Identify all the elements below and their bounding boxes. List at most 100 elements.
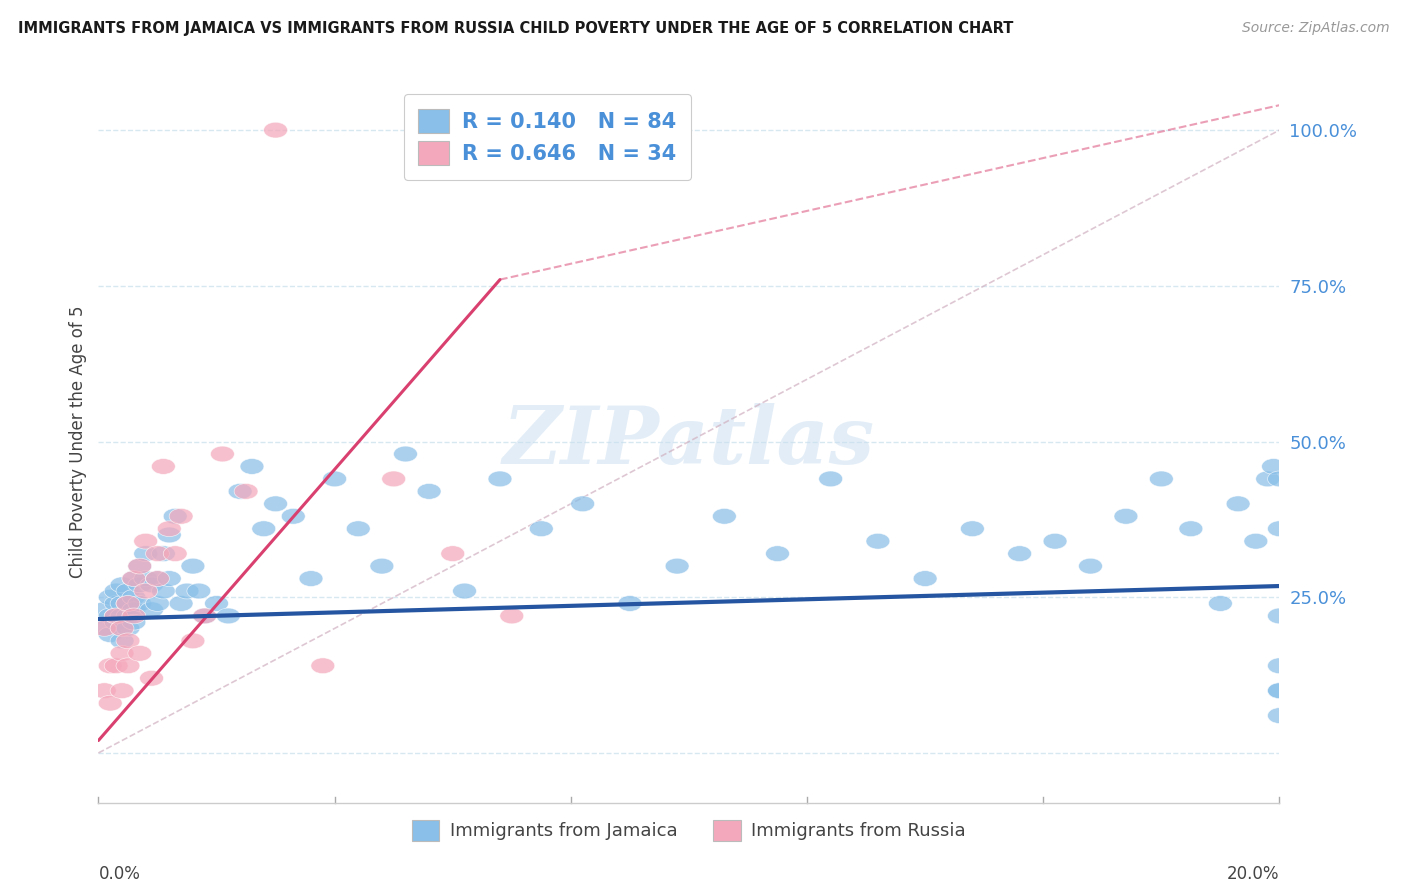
Ellipse shape bbox=[157, 521, 181, 537]
Ellipse shape bbox=[914, 571, 936, 586]
Ellipse shape bbox=[818, 471, 842, 487]
Ellipse shape bbox=[1244, 533, 1268, 549]
Legend: Immigrants from Jamaica, Immigrants from Russia: Immigrants from Jamaica, Immigrants from… bbox=[405, 813, 973, 848]
Ellipse shape bbox=[122, 608, 146, 624]
Ellipse shape bbox=[122, 602, 146, 617]
Ellipse shape bbox=[665, 558, 689, 574]
Ellipse shape bbox=[1268, 682, 1291, 698]
Ellipse shape bbox=[117, 583, 139, 599]
Ellipse shape bbox=[134, 571, 157, 586]
Ellipse shape bbox=[1114, 508, 1137, 524]
Ellipse shape bbox=[1180, 521, 1202, 537]
Ellipse shape bbox=[1268, 608, 1291, 624]
Text: 0.0%: 0.0% bbox=[98, 865, 141, 883]
Ellipse shape bbox=[370, 558, 394, 574]
Ellipse shape bbox=[98, 590, 122, 605]
Ellipse shape bbox=[139, 670, 163, 686]
Ellipse shape bbox=[1256, 471, 1279, 487]
Ellipse shape bbox=[299, 571, 323, 586]
Ellipse shape bbox=[128, 596, 152, 611]
Ellipse shape bbox=[110, 682, 134, 698]
Ellipse shape bbox=[264, 496, 287, 512]
Ellipse shape bbox=[93, 602, 117, 617]
Ellipse shape bbox=[228, 483, 252, 500]
Ellipse shape bbox=[323, 471, 346, 487]
Ellipse shape bbox=[217, 608, 240, 624]
Ellipse shape bbox=[1008, 546, 1032, 562]
Ellipse shape bbox=[128, 558, 152, 574]
Ellipse shape bbox=[104, 608, 128, 624]
Ellipse shape bbox=[110, 621, 134, 636]
Ellipse shape bbox=[117, 596, 139, 611]
Ellipse shape bbox=[1268, 707, 1291, 723]
Ellipse shape bbox=[1268, 658, 1291, 673]
Ellipse shape bbox=[394, 446, 418, 462]
Ellipse shape bbox=[104, 596, 128, 611]
Ellipse shape bbox=[619, 596, 641, 611]
Ellipse shape bbox=[1043, 533, 1067, 549]
Ellipse shape bbox=[311, 658, 335, 673]
Ellipse shape bbox=[98, 608, 122, 624]
Ellipse shape bbox=[176, 583, 198, 599]
Ellipse shape bbox=[193, 608, 217, 624]
Ellipse shape bbox=[418, 483, 441, 500]
Ellipse shape bbox=[453, 583, 477, 599]
Ellipse shape bbox=[146, 571, 169, 586]
Ellipse shape bbox=[181, 558, 205, 574]
Ellipse shape bbox=[117, 658, 139, 673]
Ellipse shape bbox=[117, 621, 139, 636]
Ellipse shape bbox=[1268, 471, 1291, 487]
Y-axis label: Child Poverty Under the Age of 5: Child Poverty Under the Age of 5 bbox=[69, 305, 87, 578]
Ellipse shape bbox=[110, 577, 134, 592]
Ellipse shape bbox=[117, 596, 139, 611]
Ellipse shape bbox=[152, 546, 176, 562]
Ellipse shape bbox=[187, 583, 211, 599]
Ellipse shape bbox=[98, 695, 122, 711]
Ellipse shape bbox=[93, 682, 117, 698]
Ellipse shape bbox=[501, 608, 523, 624]
Ellipse shape bbox=[163, 508, 187, 524]
Ellipse shape bbox=[110, 621, 134, 636]
Ellipse shape bbox=[346, 521, 370, 537]
Ellipse shape bbox=[134, 533, 157, 549]
Ellipse shape bbox=[382, 471, 405, 487]
Ellipse shape bbox=[110, 646, 134, 661]
Ellipse shape bbox=[146, 546, 169, 562]
Ellipse shape bbox=[139, 577, 163, 592]
Ellipse shape bbox=[240, 458, 264, 475]
Ellipse shape bbox=[530, 521, 553, 537]
Ellipse shape bbox=[122, 571, 146, 586]
Ellipse shape bbox=[960, 521, 984, 537]
Ellipse shape bbox=[205, 596, 228, 611]
Ellipse shape bbox=[152, 458, 176, 475]
Ellipse shape bbox=[264, 122, 287, 138]
Ellipse shape bbox=[128, 577, 152, 592]
Ellipse shape bbox=[93, 621, 117, 636]
Ellipse shape bbox=[122, 615, 146, 630]
Ellipse shape bbox=[139, 602, 163, 617]
Ellipse shape bbox=[169, 508, 193, 524]
Ellipse shape bbox=[93, 621, 117, 636]
Ellipse shape bbox=[104, 608, 128, 624]
Ellipse shape bbox=[169, 596, 193, 611]
Ellipse shape bbox=[146, 596, 169, 611]
Ellipse shape bbox=[1261, 458, 1285, 475]
Ellipse shape bbox=[211, 446, 235, 462]
Ellipse shape bbox=[98, 658, 122, 673]
Ellipse shape bbox=[1078, 558, 1102, 574]
Text: IMMIGRANTS FROM JAMAICA VS IMMIGRANTS FROM RUSSIA CHILD POVERTY UNDER THE AGE OF: IMMIGRANTS FROM JAMAICA VS IMMIGRANTS FR… bbox=[18, 21, 1014, 37]
Ellipse shape bbox=[1226, 496, 1250, 512]
Ellipse shape bbox=[441, 546, 464, 562]
Ellipse shape bbox=[235, 483, 257, 500]
Ellipse shape bbox=[1209, 596, 1232, 611]
Ellipse shape bbox=[128, 558, 152, 574]
Ellipse shape bbox=[104, 658, 128, 673]
Ellipse shape bbox=[281, 508, 305, 524]
Text: 20.0%: 20.0% bbox=[1227, 865, 1279, 883]
Ellipse shape bbox=[146, 571, 169, 586]
Ellipse shape bbox=[866, 533, 890, 549]
Ellipse shape bbox=[1150, 471, 1173, 487]
Ellipse shape bbox=[488, 471, 512, 487]
Ellipse shape bbox=[157, 571, 181, 586]
Ellipse shape bbox=[117, 608, 139, 624]
